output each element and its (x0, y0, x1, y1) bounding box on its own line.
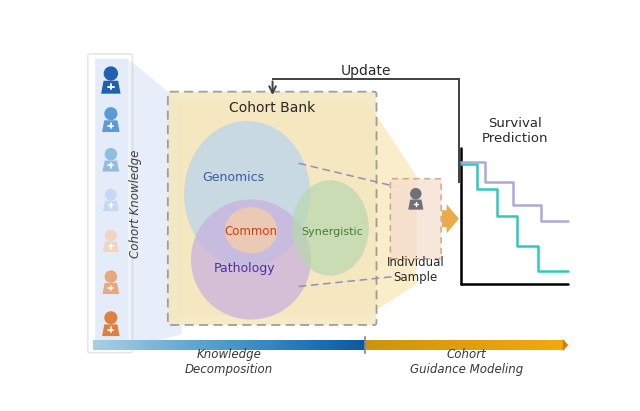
Polygon shape (102, 120, 120, 132)
FancyBboxPatch shape (390, 179, 441, 259)
Polygon shape (103, 242, 118, 252)
Text: Update: Update (340, 64, 391, 78)
Polygon shape (563, 339, 568, 351)
Polygon shape (103, 201, 118, 211)
Polygon shape (101, 81, 120, 94)
Polygon shape (442, 204, 459, 233)
Circle shape (106, 149, 116, 160)
Ellipse shape (191, 199, 311, 320)
Circle shape (106, 189, 116, 200)
Polygon shape (102, 324, 120, 336)
Polygon shape (408, 200, 423, 210)
Polygon shape (102, 283, 119, 294)
Text: Individual
Sample: Individual Sample (387, 256, 445, 284)
Polygon shape (178, 100, 417, 316)
Polygon shape (102, 161, 119, 172)
Text: Cohort
Guidance Modeling: Cohort Guidance Modeling (410, 348, 524, 376)
Text: Genomics: Genomics (202, 171, 264, 184)
Text: Knowledge
Decomposition: Knowledge Decomposition (185, 348, 273, 376)
Ellipse shape (225, 207, 277, 253)
Text: Cohort Bank: Cohort Bank (229, 101, 316, 115)
Text: Survival
Prediction: Survival Prediction (481, 117, 548, 145)
Circle shape (105, 312, 116, 323)
Text: Common: Common (225, 225, 278, 238)
Ellipse shape (292, 180, 369, 276)
FancyBboxPatch shape (88, 54, 132, 353)
FancyBboxPatch shape (168, 92, 376, 325)
Circle shape (106, 230, 116, 241)
Text: Synergistic: Synergistic (301, 227, 363, 237)
Polygon shape (95, 58, 128, 348)
Circle shape (105, 108, 116, 120)
Text: Cohort Knowledge: Cohort Knowledge (129, 149, 142, 258)
Ellipse shape (184, 121, 310, 267)
Circle shape (411, 189, 421, 199)
Text: Pathology: Pathology (214, 262, 276, 275)
Polygon shape (95, 58, 182, 348)
Circle shape (104, 67, 117, 80)
Circle shape (106, 271, 116, 282)
